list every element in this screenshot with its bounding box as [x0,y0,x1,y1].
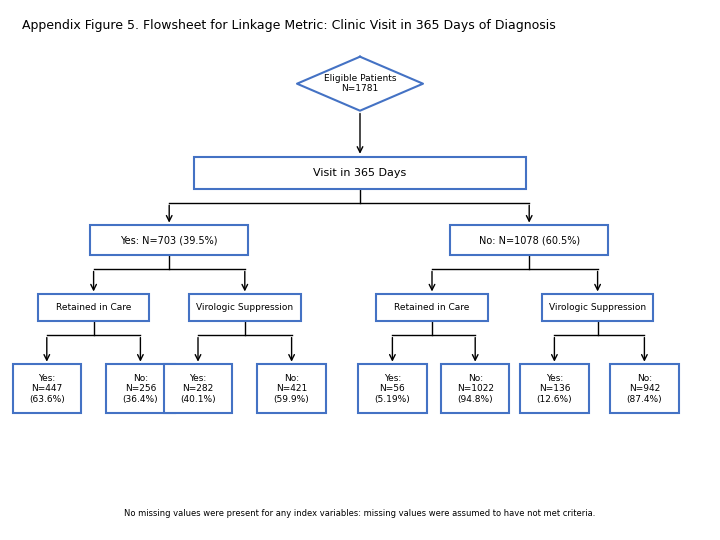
Bar [541,294,654,321]
Text: Virologic Suppression: Virologic Suppression [197,303,293,312]
Bar [90,225,248,255]
Bar [376,294,488,321]
Text: No:
N=256
(36.4%): No: N=256 (36.4%) [122,374,158,404]
Text: No:
N=1022
(94.8%): No: N=1022 (94.8%) [456,374,494,404]
Text: Virologic Suppression: Virologic Suppression [549,303,646,312]
Bar [611,364,679,413]
Text: Yes:
N=136
(12.6%): Yes: N=136 (12.6%) [536,374,572,404]
Bar [194,157,526,189]
Text: No missing values were present for any index variables: missing values were assu: No missing values were present for any i… [125,509,595,518]
Text: Yes:
N=56
(5.19%): Yes: N=56 (5.19%) [374,374,410,404]
Text: Visit in 365 Days: Visit in 365 Days [313,168,407,178]
Text: Retained in Care: Retained in Care [395,303,469,312]
Text: Retained in Care: Retained in Care [56,303,131,312]
Text: Appendix Figure 5. Flowsheet for Linkage Metric: Clinic Visit in 365 Days of Dia: Appendix Figure 5. Flowsheet for Linkage… [22,19,555,32]
Bar [441,364,510,413]
Text: Eligible Patients
N=1781: Eligible Patients N=1781 [324,74,396,93]
Text: No:
N=421
(59.9%): No: N=421 (59.9%) [274,374,310,404]
Bar [13,364,81,413]
Bar [258,364,325,413]
Bar [359,364,426,413]
Bar [107,364,175,413]
Text: Yes:
N=447
(63.6%): Yes: N=447 (63.6%) [29,374,65,404]
Bar [189,294,301,321]
Bar [521,364,589,413]
Text: No: N=1078 (60.5%): No: N=1078 (60.5%) [479,235,580,245]
Bar [164,364,232,413]
Text: Yes:
N=282
(40.1%): Yes: N=282 (40.1%) [180,374,216,404]
Bar [450,225,608,255]
Polygon shape [297,57,423,111]
Bar [38,294,150,321]
Text: No:
N=942
(87.4%): No: N=942 (87.4%) [626,374,662,404]
Text: Yes: N=703 (39.5%): Yes: N=703 (39.5%) [120,235,218,245]
